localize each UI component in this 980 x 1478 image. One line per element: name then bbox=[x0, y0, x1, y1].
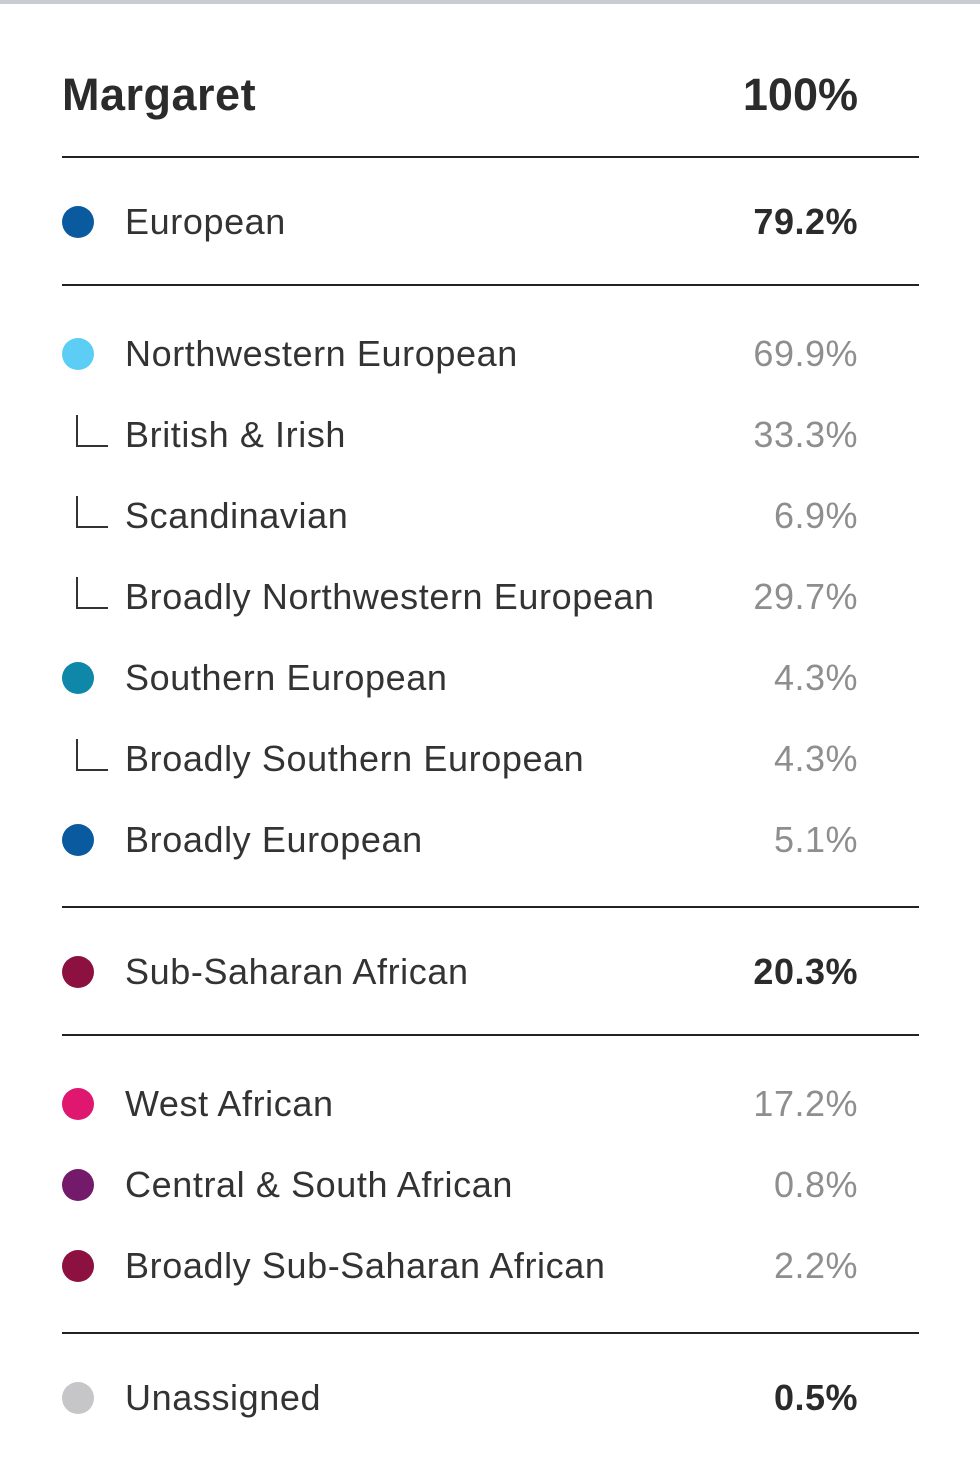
european-color-dot bbox=[62, 206, 94, 238]
person-name: Margaret bbox=[62, 69, 257, 120]
region-percentage: 17.2% bbox=[753, 1083, 858, 1124]
region-label: Broadly Sub-Saharan African bbox=[125, 1245, 606, 1286]
total-percentage: 100% bbox=[742, 69, 858, 120]
subregion-row-broadly-northwestern-european[interactable]: Broadly Northwestern European 29.7% bbox=[62, 567, 858, 627]
subregion-row-british-irish[interactable]: British & Irish 33.3% bbox=[62, 405, 858, 465]
region-percentage: 5.1% bbox=[773, 819, 858, 860]
central-south-african-color-dot bbox=[62, 1169, 94, 1201]
tree-branch-icon bbox=[72, 577, 116, 617]
region-label: Broadly Northwestern European bbox=[125, 576, 655, 617]
region-label: Scandinavian bbox=[125, 495, 349, 536]
region-percentage: 2.2% bbox=[773, 1245, 858, 1286]
region-row-unassigned[interactable]: Unassigned 0.5% bbox=[62, 1368, 858, 1428]
section-divider bbox=[62, 906, 919, 908]
region-row-northwestern-european[interactable]: Northwestern European 69.9% bbox=[62, 324, 858, 384]
region-label: Broadly European bbox=[125, 819, 423, 860]
region-percentage: 79.2% bbox=[753, 201, 858, 242]
region-row-broadly-sub-saharan-african[interactable]: Broadly Sub-Saharan African 2.2% bbox=[62, 1236, 858, 1296]
region-label: European bbox=[125, 201, 286, 242]
section-divider bbox=[62, 1034, 919, 1036]
broadly-european-color-dot bbox=[62, 824, 94, 856]
region-percentage: 69.9% bbox=[753, 333, 858, 374]
sub-saharan-color-dot bbox=[62, 956, 94, 988]
region-label: British & Irish bbox=[125, 414, 347, 455]
region-percentage: 6.9% bbox=[773, 495, 858, 536]
subregion-row-scandinavian[interactable]: Scandinavian 6.9% bbox=[62, 486, 858, 546]
region-percentage: 4.3% bbox=[773, 657, 858, 698]
region-label: Central & South African bbox=[125, 1164, 514, 1205]
region-label: Northwestern European bbox=[125, 333, 518, 374]
region-percentage: 0.8% bbox=[773, 1164, 858, 1205]
unassigned-color-dot bbox=[62, 1382, 94, 1414]
region-percentage: 20.3% bbox=[753, 951, 858, 992]
region-percentage: 33.3% bbox=[753, 414, 858, 455]
section-divider bbox=[62, 1332, 919, 1334]
region-label: West African bbox=[125, 1083, 334, 1124]
region-label: Broadly Southern European bbox=[125, 738, 585, 779]
ancestry-header: Margaret 100% bbox=[62, 60, 858, 130]
region-label: Southern European bbox=[125, 657, 448, 698]
southern-color-dot bbox=[62, 662, 94, 694]
region-row-sub-saharan-african[interactable]: Sub-Saharan African 20.3% bbox=[62, 942, 858, 1002]
region-row-southern-european[interactable]: Southern European 4.3% bbox=[62, 648, 858, 708]
region-row-west-african[interactable]: West African 17.2% bbox=[62, 1074, 858, 1134]
broadly-sub-saharan-color-dot bbox=[62, 1250, 94, 1282]
west-african-color-dot bbox=[62, 1088, 94, 1120]
region-row-central-south-african[interactable]: Central & South African 0.8% bbox=[62, 1155, 858, 1215]
northwestern-color-dot bbox=[62, 338, 94, 370]
header-divider bbox=[62, 156, 919, 158]
region-percentage: 29.7% bbox=[753, 576, 858, 617]
region-row-european[interactable]: European 79.2% bbox=[62, 192, 858, 252]
subregion-row-broadly-southern-european[interactable]: Broadly Southern European 4.3% bbox=[62, 729, 858, 789]
region-row-broadly-european[interactable]: Broadly European 5.1% bbox=[62, 810, 858, 870]
tree-branch-icon bbox=[72, 496, 116, 536]
region-percentage: 4.3% bbox=[773, 738, 858, 779]
region-label: Sub-Saharan African bbox=[125, 951, 469, 992]
region-percentage: 0.5% bbox=[773, 1377, 858, 1418]
tree-branch-icon bbox=[72, 739, 116, 779]
top-edge bbox=[0, 0, 980, 4]
tree-branch-icon bbox=[72, 415, 116, 455]
section-divider bbox=[62, 284, 919, 286]
region-label: Unassigned bbox=[125, 1377, 322, 1418]
